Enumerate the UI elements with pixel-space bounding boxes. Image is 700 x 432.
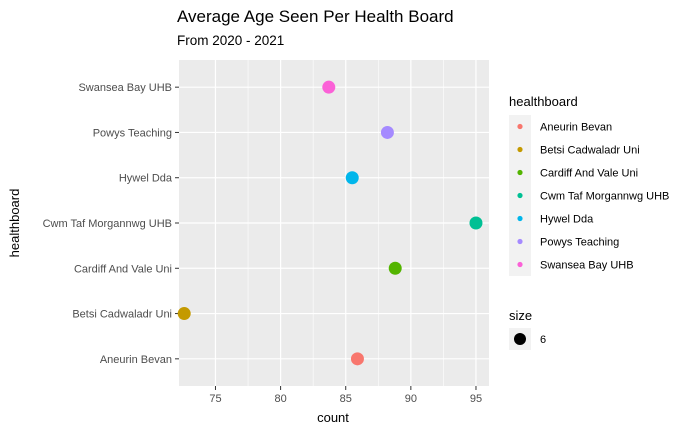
legend-label: Hywel Dda — [540, 214, 594, 226]
legend-label: Betsi Cadwaladr Uni — [540, 145, 640, 157]
y-tick-label: Aneurin Bevan — [100, 354, 172, 366]
x-axis-ticks: 75 80 85 90 95 — [209, 386, 482, 405]
data-point — [389, 262, 402, 275]
legend-swatch — [517, 170, 522, 175]
x-tick-label: 80 — [274, 393, 286, 405]
data-point — [346, 171, 359, 184]
legend-swatch — [517, 147, 522, 152]
data-point — [469, 217, 482, 230]
y-tick-label: Hywel Dda — [119, 173, 173, 185]
y-tick-label: Cardiff And Vale Uni — [74, 263, 172, 275]
x-tick-label: 85 — [340, 393, 352, 405]
data-point — [381, 126, 394, 139]
data-point — [351, 352, 364, 365]
legend-label: Powys Teaching — [540, 237, 619, 249]
legend-title: healthboard — [509, 94, 578, 109]
size-legend-label: 6 — [540, 334, 546, 346]
data-point — [322, 81, 335, 94]
legend-swatch — [517, 124, 522, 129]
legend-label: Cardiff And Vale Uni — [540, 168, 638, 180]
y-tick-label: Powys Teaching — [93, 127, 172, 139]
legend-label: Cwm Taf Morgannwg UHB — [540, 191, 669, 203]
color-legend: Aneurin Bevan Betsi Cadwaladr Uni Cardiff … — [509, 115, 669, 276]
size-legend-point — [514, 333, 526, 345]
legend-label: Aneurin Bevan — [540, 122, 612, 134]
legend-swatch — [517, 262, 522, 267]
y-tick-label: Swansea Bay UHB — [78, 82, 172, 94]
x-tick-label: 95 — [470, 393, 482, 405]
legend-label: Swansea Bay UHB — [540, 260, 634, 272]
y-axis-title: healthboard — [7, 189, 22, 258]
chart-title: Average Age Seen Per Health Board — [177, 7, 454, 26]
y-tick-label: Cwm Taf Morgannwg UHB — [43, 218, 172, 230]
x-tick-label: 75 — [209, 393, 221, 405]
x-tick-label: 90 — [405, 393, 417, 405]
chart-subtitle: From 2020 - 2021 — [177, 33, 284, 48]
x-axis-title: count — [317, 410, 349, 425]
legend-swatch — [517, 216, 522, 221]
y-tick-label: Betsi Cadwaladr Uni — [72, 309, 172, 321]
legend-swatch — [517, 239, 522, 244]
y-axis-ticks: Aneurin Bevan Betsi Cadwaladr Uni Cardiff … — [43, 82, 179, 366]
data-point — [178, 307, 191, 320]
legend-swatch — [517, 193, 522, 198]
size-legend-title: size — [509, 308, 532, 323]
